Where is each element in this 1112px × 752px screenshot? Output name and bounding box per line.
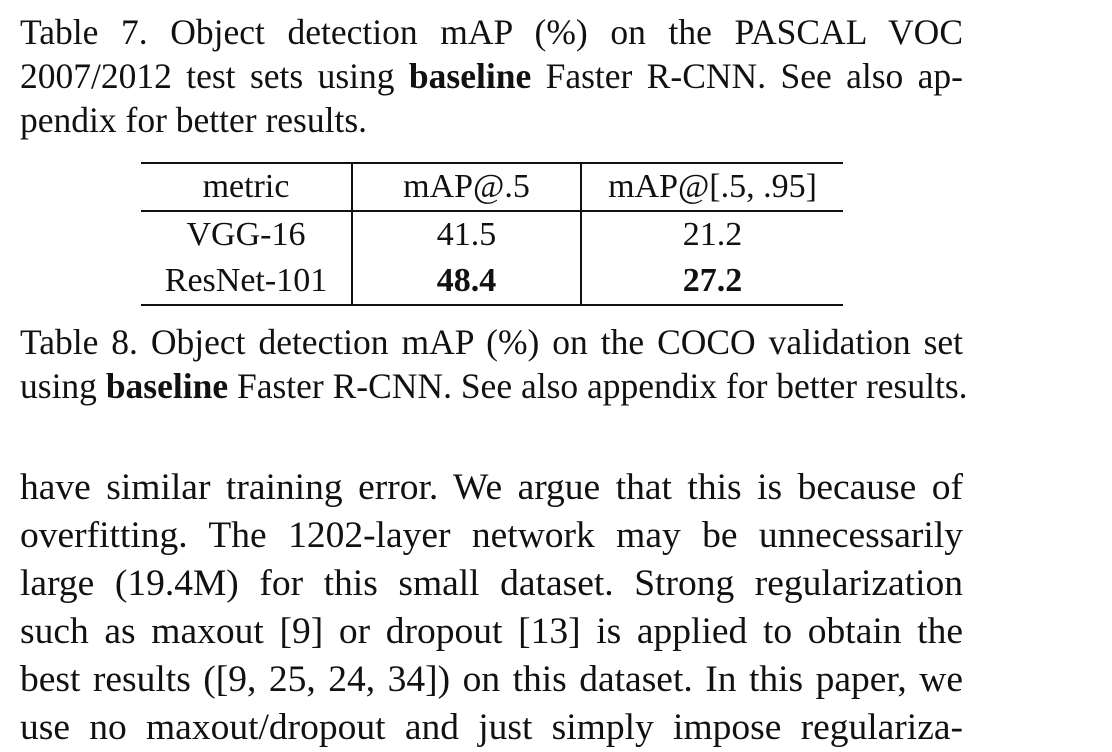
row-label: VGG-16 <box>141 211 353 258</box>
row-label: ResNet-101 <box>141 258 353 306</box>
paragraph-line: use no maxout/dropout and just simply im… <box>20 707 963 748</box>
table-row: ResNet-101 48.4 27.2 <box>141 258 843 306</box>
table-header-row: metric mAP@.5 mAP@[.5, .95] <box>141 162 843 212</box>
header-map-50: mAP@.5 <box>352 162 582 212</box>
header-map-50-95: mAP@[.5, .95] <box>581 162 843 212</box>
table-cell: 41.5 <box>352 211 582 258</box>
caption-text: Faster R-CNN. See also ap- <box>531 56 964 96</box>
caption-line: 2007/2012 test sets using baseline Faste… <box>20 54 963 98</box>
caption-text: Table 7. Object detection mAP (%) on the… <box>20 12 963 52</box>
header-metric: metric <box>141 162 353 212</box>
table-cell: 21.2 <box>682 216 743 253</box>
caption-text: Table 8. Object detection mAP (%) on the… <box>20 322 963 362</box>
body-paragraph: have similar training error. We argue th… <box>20 464 963 752</box>
paragraph-line: have similar training error. We argue th… <box>20 467 963 508</box>
caption-line: Table 8. Object detection mAP (%) on the… <box>20 320 963 364</box>
table-7-caption: Table 7. Object detection mAP (%) on the… <box>20 10 963 142</box>
caption-bold-text: baseline <box>105 366 229 406</box>
paragraph-line: such as maxout [9] or dropout [13] is ap… <box>20 611 963 652</box>
caption-text: using <box>20 366 106 406</box>
caption-bold-text: baseline <box>408 56 532 96</box>
table-cell-best: 27.2 <box>581 258 843 306</box>
table-row: VGG-16 41.5 21.2 <box>141 211 843 258</box>
caption-line: pendix for better results. <box>20 98 963 142</box>
caption-text: Faster R-CNN. See also appendix for bett… <box>228 366 968 406</box>
table-8-caption: Table 8. Object detection mAP (%) on the… <box>20 320 968 408</box>
paragraph-line: best results ([9, 25, 24, 34]) on this d… <box>20 659 963 700</box>
caption-text: 2007/2012 test sets using <box>20 56 409 96</box>
table-cell-best: 48.4 <box>352 258 582 306</box>
paragraph-line: large (19.4M) for this small dataset. St… <box>20 563 963 604</box>
caption-line: Table 7. Object detection mAP (%) on the… <box>20 10 963 54</box>
caption-line: using baseline Faster R-CNN. See also ap… <box>20 364 968 408</box>
table-8: metric mAP@.5 mAP@[.5, .95] VGG-16 41.5 … <box>141 162 843 306</box>
caption-text: pendix for better results. <box>20 100 368 140</box>
paragraph-line: overfitting. The 1202-layer network may … <box>20 515 963 556</box>
